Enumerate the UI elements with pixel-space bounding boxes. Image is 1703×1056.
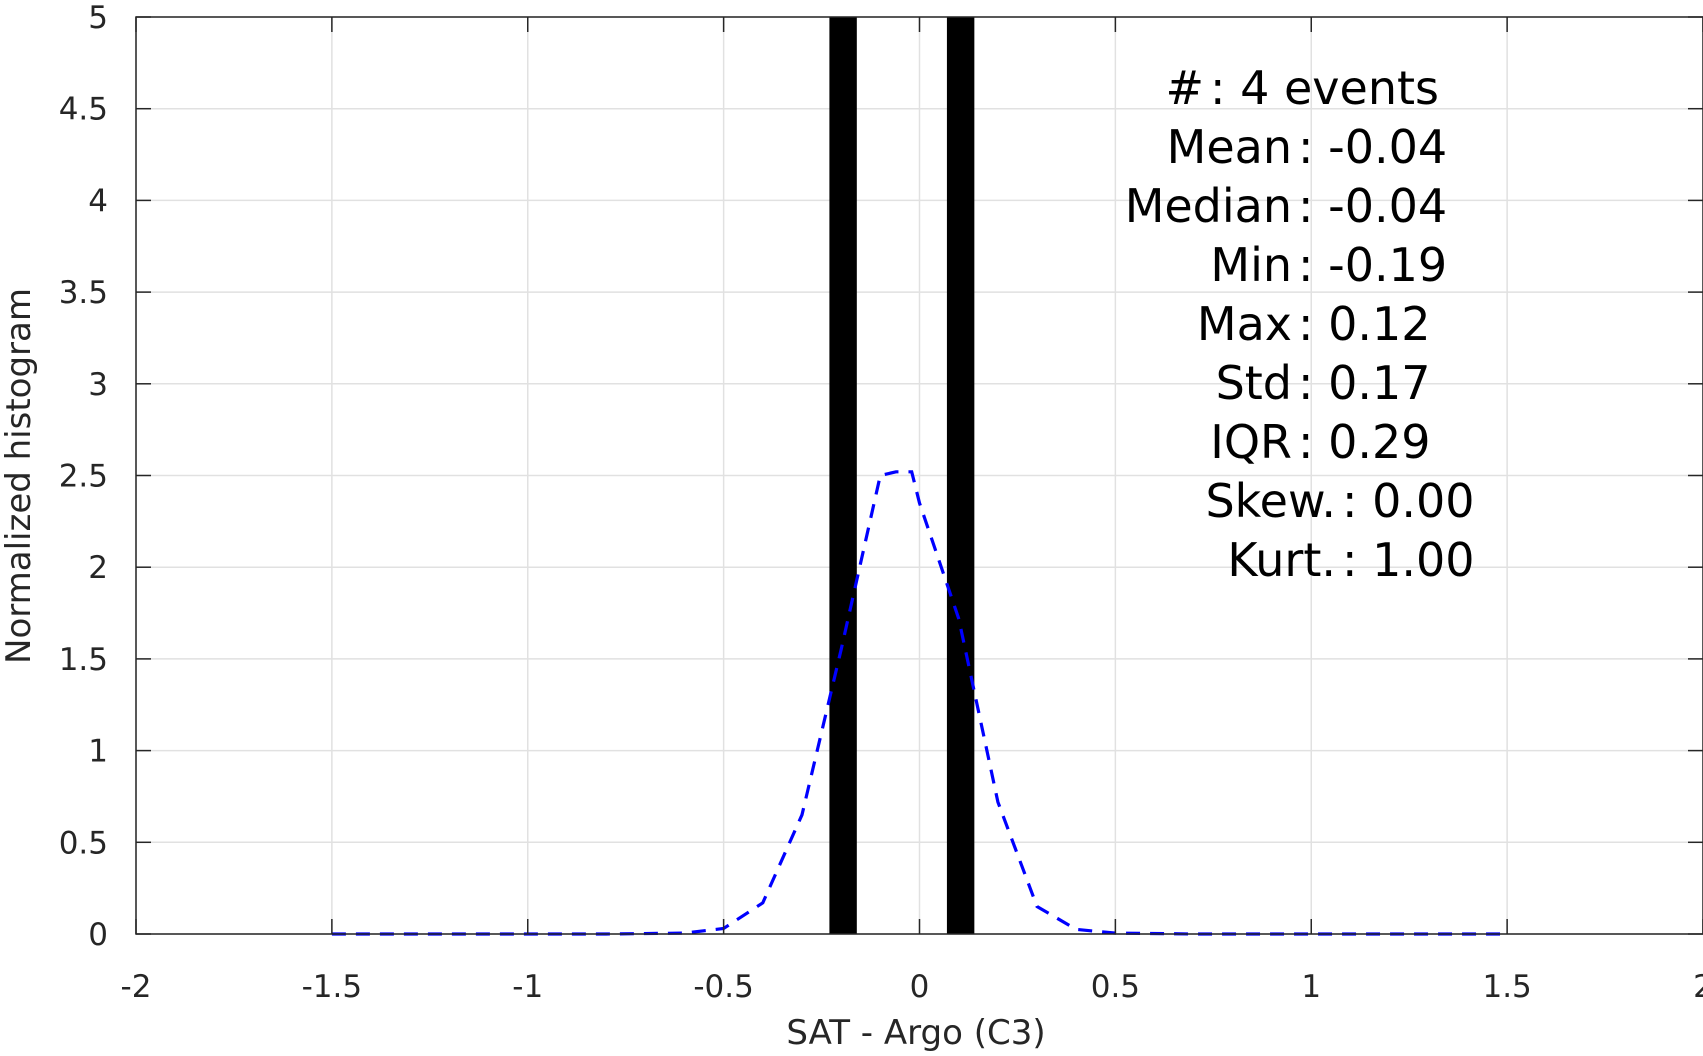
stat-value: : 0.12 xyxy=(1298,297,1431,351)
stat-value: : 0.29 xyxy=(1298,415,1431,469)
stat-value: : 0.00 xyxy=(1342,474,1475,528)
histogram-bars xyxy=(829,17,975,934)
stat-value: : -0.04 xyxy=(1298,120,1447,174)
y-tick-label: 2.5 xyxy=(59,459,108,495)
x-axis-label: SAT - Argo (C3) xyxy=(786,1013,1045,1053)
stat-row: Skew.: 0.00 xyxy=(1205,474,1474,528)
stat-value: : 1.00 xyxy=(1342,533,1475,587)
stat-row: IQR: 0.29 xyxy=(1210,415,1430,469)
stat-label: Median xyxy=(1125,179,1292,233)
x-tick-label: -1.5 xyxy=(302,969,363,1005)
x-tick-label: 0.5 xyxy=(1091,969,1140,1005)
stat-label: Min xyxy=(1210,238,1292,292)
stat-row: # : 4 events xyxy=(1165,61,1439,115)
y-tick-label: 0.5 xyxy=(59,825,108,861)
stat-value: : -0.19 xyxy=(1298,238,1447,292)
y-tick-label: 3 xyxy=(88,367,108,403)
x-tick-label: 0 xyxy=(910,969,930,1005)
grid-lines xyxy=(135,16,1703,935)
stat-row: Max: 0.12 xyxy=(1197,297,1431,351)
y-axis-label: Normalized histogram xyxy=(0,288,39,664)
stat-label: Max xyxy=(1197,297,1292,351)
histogram-bar xyxy=(946,17,975,934)
x-tick-label: -0.5 xyxy=(693,969,754,1005)
x-tick-label: -1 xyxy=(512,969,543,1005)
y-tick-label: 5 xyxy=(88,0,108,36)
x-tick-label: 1.5 xyxy=(1482,969,1531,1005)
stat-row: Median: -0.04 xyxy=(1125,179,1447,233)
stat-row: Min: -0.19 xyxy=(1210,238,1447,292)
y-tick-label: 1 xyxy=(88,734,108,770)
stat-label: Mean xyxy=(1167,120,1292,174)
y-ticks: 0 0.5 1 1.5 2 2.5 3 3.5 4 4.5 5 xyxy=(59,0,1703,953)
x-tick-label: -2 xyxy=(121,969,152,1005)
y-tick-label: 1.5 xyxy=(59,642,108,678)
histogram-bar xyxy=(829,17,857,934)
x-ticks: -2 -1.5 -1 -0.5 0 0.5 1 1.5 2 xyxy=(121,17,1703,1005)
stat-row: Mean: -0.04 xyxy=(1167,120,1447,174)
stat-label: # xyxy=(1165,61,1204,115)
stat-row: Kurt.: 1.00 xyxy=(1227,533,1474,587)
stat-label: Kurt. xyxy=(1227,533,1336,587)
stat-label: Skew. xyxy=(1205,474,1336,528)
stat-label: Std xyxy=(1216,356,1292,410)
stat-value: : -0.04 xyxy=(1298,179,1447,233)
y-tick-label: 3.5 xyxy=(59,275,108,311)
y-tick-label: 4.5 xyxy=(59,92,108,128)
stat-value: : 4 events xyxy=(1210,61,1439,115)
stat-row: Std: 0.17 xyxy=(1216,356,1431,410)
y-tick-label: 4 xyxy=(88,183,108,219)
stat-label: IQR xyxy=(1210,415,1292,469)
y-tick-label: 2 xyxy=(88,550,108,586)
stat-value: : 0.17 xyxy=(1298,356,1431,410)
y-tick-label: 0 xyxy=(88,917,108,953)
x-tick-label: 1 xyxy=(1301,969,1321,1005)
x-tick-label: 2 xyxy=(1693,969,1703,1005)
